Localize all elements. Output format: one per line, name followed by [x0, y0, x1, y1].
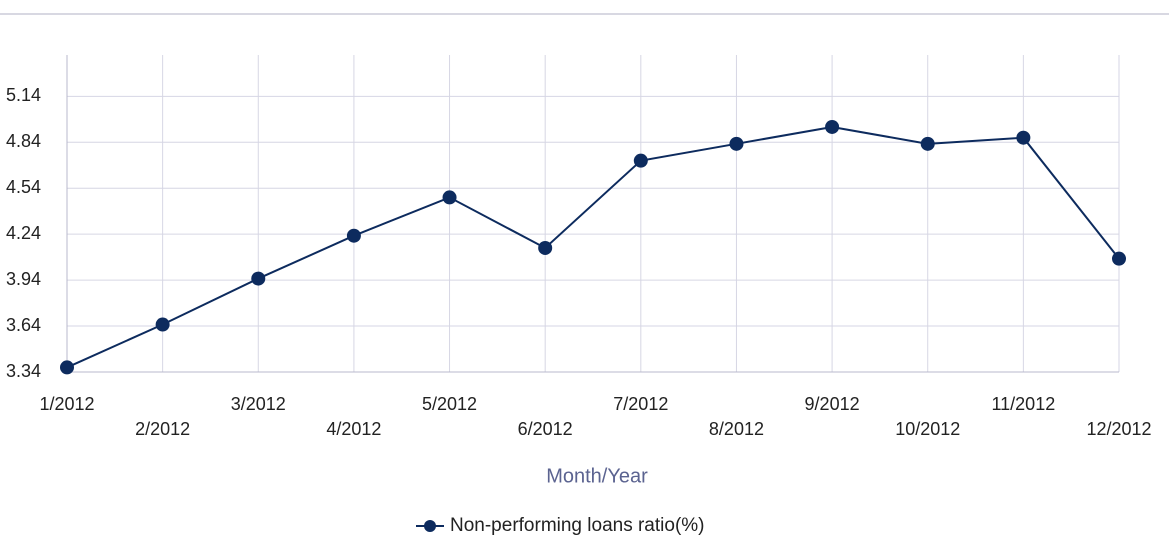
- x-tick-label: 4/2012: [326, 419, 381, 439]
- y-tick-label: 4.54: [6, 177, 41, 197]
- data-point: [538, 240, 553, 255]
- data-point: [920, 136, 935, 151]
- y-tick-label: 3.64: [6, 315, 41, 335]
- y-tick-label: 3.34: [6, 361, 41, 381]
- x-tick-label: 12/2012: [1086, 419, 1151, 439]
- x-tick-label: 3/2012: [231, 394, 286, 414]
- x-tick-label: 8/2012: [709, 419, 764, 439]
- x-tick-label: 5/2012: [422, 394, 477, 414]
- legend-label: Non-performing loans ratio(%): [450, 515, 705, 536]
- data-point: [825, 119, 840, 134]
- data-point: [346, 228, 361, 243]
- x-axis-title: Month/Year: [546, 465, 648, 487]
- data-point: [251, 271, 266, 286]
- y-tick-label: 4.84: [6, 131, 41, 151]
- y-tick-label: 5.14: [6, 85, 41, 105]
- data-point: [1016, 130, 1031, 145]
- data-point: [729, 136, 744, 151]
- x-tick-label: 2/2012: [135, 419, 190, 439]
- data-point: [60, 360, 74, 375]
- x-tick-label: 7/2012: [613, 394, 668, 414]
- data-point: [442, 190, 457, 205]
- x-tick-label: 6/2012: [518, 419, 573, 439]
- x-tick-label: 11/2012: [991, 394, 1055, 414]
- legend-marker: [424, 520, 436, 532]
- data-point: [155, 317, 170, 332]
- x-tick-label: 9/2012: [805, 394, 860, 414]
- data-point: [633, 153, 648, 168]
- y-tick-label: 4.24: [6, 223, 41, 243]
- series-line: [66, 125, 1120, 369]
- data-point: [1112, 251, 1126, 266]
- x-tick-label: 10/2012: [895, 419, 960, 439]
- y-tick-label: 3.94: [6, 269, 41, 289]
- x-tick-label: 1/2012: [39, 394, 94, 414]
